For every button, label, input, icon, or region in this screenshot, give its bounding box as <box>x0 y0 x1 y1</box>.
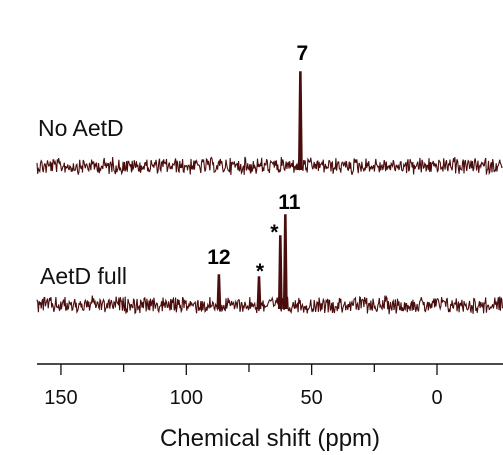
peak-7 <box>297 71 303 171</box>
baseline-noise <box>36 294 503 315</box>
spectrum-trace-aetd-full <box>36 214 503 315</box>
peak-12 <box>216 274 222 310</box>
peak-labels: 7 12 ** 11 <box>207 42 308 283</box>
peak-label-asterisk: * <box>256 260 265 283</box>
peak-11 <box>282 214 288 310</box>
series-label-aetd-full: AetD full <box>40 263 127 289</box>
peak-label-12: 12 <box>207 246 230 269</box>
series-label-no-aetd: No AetD <box>38 115 124 141</box>
peak-label-11: 11 <box>278 191 301 214</box>
tick-label: 100 <box>170 387 203 409</box>
peak-impurity <box>256 276 262 310</box>
peak-impurity <box>277 235 283 310</box>
spectrum-traces <box>36 71 503 315</box>
spectrum-trace-no-aetd <box>36 71 503 176</box>
peak-label-7: 7 <box>297 42 309 65</box>
x-axis-title: Chemical shift (ppm) <box>160 425 380 452</box>
tick-label: 150 <box>44 387 77 409</box>
peak-label-asterisk: * <box>270 221 279 244</box>
x-axis-ticks: 150 100 50 0 <box>44 364 443 409</box>
baseline-noise <box>36 156 503 176</box>
tick-label: 50 <box>301 387 323 409</box>
tick-label: 0 <box>431 387 442 409</box>
